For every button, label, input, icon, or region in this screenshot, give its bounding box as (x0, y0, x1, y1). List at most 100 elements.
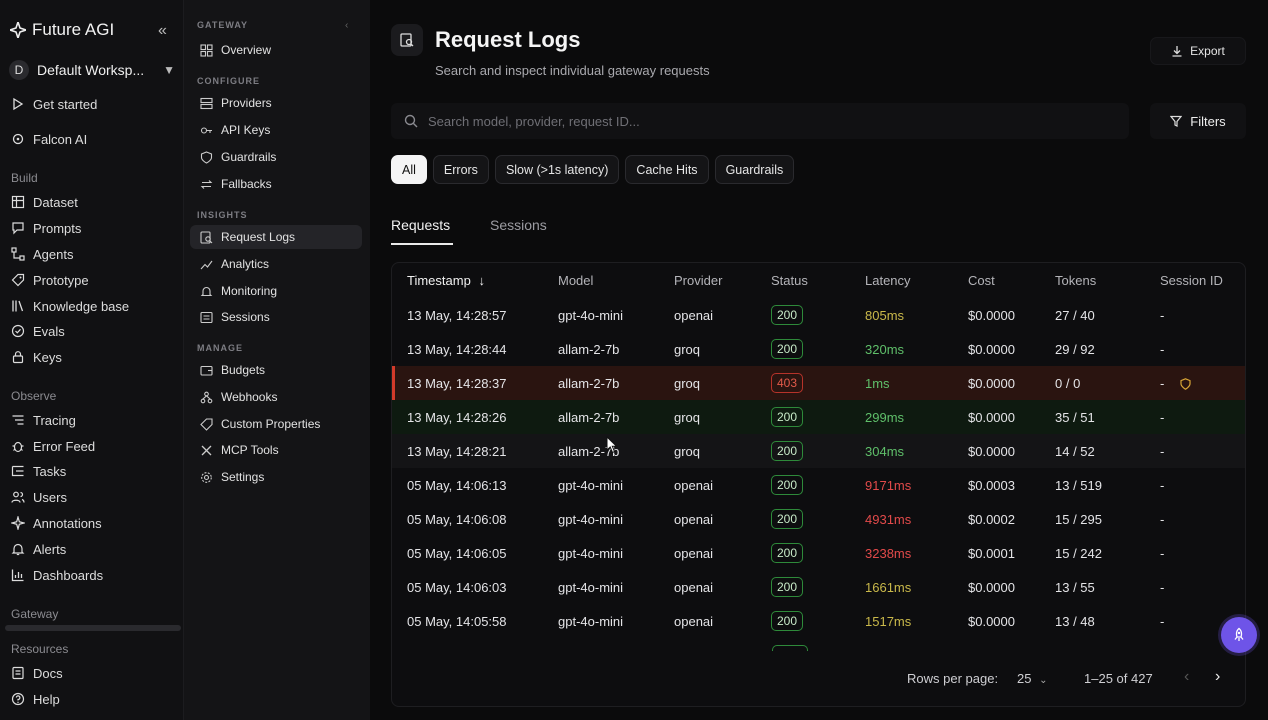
next-page-button[interactable]: › (1215, 668, 1221, 685)
cell-cost: $0.0000 (968, 409, 1015, 425)
assistant-fab[interactable] (1221, 617, 1257, 653)
sidebar-item-knowledge-base[interactable]: Knowledge base (11, 297, 129, 315)
cell-provider: openai (674, 579, 714, 595)
subnav-item-settings[interactable]: Settings (190, 465, 362, 489)
sidebar-item-prototype[interactable]: Prototype (11, 271, 89, 289)
search-input[interactable] (428, 113, 1108, 129)
status-badge: 200 (771, 509, 804, 529)
subnav-item-providers[interactable]: Providers (190, 91, 362, 115)
subnav-item-guardrails[interactable]: Guardrails (190, 145, 362, 169)
subnav-item-monitoring[interactable]: Monitoring (190, 279, 362, 303)
cell-tokens: 0 / 0 (1055, 375, 1081, 391)
cell-latency: 3238ms (865, 545, 912, 561)
table-row[interactable]: 13 May, 14:28:37 allam-2-7b groq 403 1ms $0.0… (392, 366, 1245, 400)
chip-all[interactable]: All (391, 155, 427, 184)
sidebar-item-dashboards[interactable]: Dashboards (11, 566, 103, 584)
brand-logo[interactable]: Future AGI (10, 20, 114, 40)
sidebar-item-falcon-ai[interactable]: Falcon AI (11, 130, 87, 148)
cell-session-id: - (1160, 545, 1165, 561)
table-row[interactable]: 05 May, 14:06:03 gpt-4o-mini openai 200 1661… (392, 570, 1245, 604)
chip-slow[interactable]: Slow (>1s latency) (494, 155, 620, 184)
cell-model: allam-2-7b (558, 341, 620, 357)
sidebar-item-label: Tasks (33, 463, 67, 479)
sidebar-item-get-started[interactable]: Get started (11, 95, 97, 113)
trend-icon (200, 258, 213, 271)
subnav-item-mcp-tools[interactable]: MCP Tools (190, 438, 362, 462)
subnav-item-overview[interactable]: Overview (190, 38, 362, 62)
sidebar-item-keys[interactable]: Keys (11, 348, 62, 366)
collapse-sidebar-icon[interactable]: « (158, 22, 167, 39)
sidebar-item-users[interactable]: Users (11, 488, 67, 506)
chevron-down-icon: ⌄ (1039, 675, 1048, 686)
workspace-selector[interactable]: D Default Worksp... ▼ (9, 59, 175, 81)
subnav-item-fallbacks[interactable]: Fallbacks (190, 172, 362, 196)
sidebar-item-help[interactable]: Help (11, 690, 60, 708)
table-row[interactable]: 05 May, 14:05:58 gpt-4o-mini openai 200 1517… (392, 604, 1245, 638)
cell-timestamp: 13 May, 14:28:21 (407, 443, 507, 459)
status-badge: 200 (771, 577, 804, 597)
chip-cache-hits[interactable]: Cache Hits (625, 155, 709, 184)
cell-session-id: - (1160, 613, 1165, 629)
cell-model: gpt-4o-mini (558, 613, 624, 629)
cell-provider: openai (674, 477, 714, 493)
subnav-item-budgets[interactable]: Budgets (190, 358, 362, 382)
page-subtitle: Search and inspect individual gateway re… (435, 63, 710, 78)
cell-model: gpt-4o-mini (558, 511, 624, 527)
tools-icon (200, 444, 213, 457)
cell-status: 200 (771, 509, 804, 529)
chevron-left-icon[interactable]: ‹ (345, 20, 349, 31)
cell-provider: openai (674, 613, 714, 629)
table-row[interactable]: 05 May, 14:06:13 gpt-4o-mini openai 200 9171… (392, 468, 1245, 502)
subnav-item-analytics[interactable]: Analytics (190, 252, 362, 276)
table-row[interactable]: 05 May, 14:06:08 gpt-4o-mini openai 200 4931… (392, 502, 1245, 536)
gateway-subnav (184, 0, 370, 720)
cell-status: 200 (771, 577, 804, 597)
sidebar-item-annotations[interactable]: Annotations (11, 514, 102, 532)
cell-session-id: - (1160, 579, 1165, 595)
table-row[interactable]: 13 May, 14:28:26 allam-2-7b groq 200 299ms $0… (392, 400, 1245, 434)
filters-button[interactable]: Filters (1150, 103, 1246, 139)
sidebar-item-alerts[interactable]: Alerts (11, 540, 66, 558)
subnav-item-label: API Keys (221, 123, 271, 137)
table-row[interactable]: 05 May, 14:06:05 gpt-4o-mini openai 200 3238… (392, 536, 1245, 570)
cell-latency: 304ms (865, 443, 905, 459)
cell-latency: 1517ms (865, 613, 912, 629)
cell-timestamp: 13 May, 14:28:57 (407, 307, 507, 323)
sidebar-item-tracing[interactable]: Tracing (11, 411, 76, 429)
tab-requests[interactable]: Requests (391, 217, 451, 233)
chip-guardrails[interactable]: Guardrails (714, 155, 795, 184)
log-search-icon (200, 230, 213, 244)
cell-status: 200 (771, 475, 804, 495)
subnav-item-request-logs[interactable]: Request Logs (190, 225, 362, 249)
table-row[interactable]: 13 May, 14:28:57 gpt-4o-mini openai 200 805m… (392, 298, 1245, 332)
subnav-item-webhooks[interactable]: Webhooks (190, 385, 362, 409)
sidebar-item-label: Dashboards (33, 567, 104, 583)
sidebar-item-prompts[interactable]: Prompts (11, 219, 81, 237)
chip-errors[interactable]: Errors (432, 155, 489, 184)
sidebar-item-gateway-active[interactable] (5, 625, 181, 631)
subnav-item-sessions[interactable]: Sessions (190, 305, 362, 329)
cell-cost: $0.0000 (968, 307, 1015, 323)
subnav-item-api-keys[interactable]: API Keys (190, 118, 362, 142)
sidebar-item-dataset[interactable]: Dataset (11, 193, 78, 211)
rows-per-page-select[interactable]: 25 ⌄ (1017, 671, 1047, 686)
table-row[interactable]: 13 May, 14:28:21 allam-2-7b groq 200 304ms $0… (392, 434, 1245, 468)
sidebar-item-error-feed[interactable]: Error Feed (11, 437, 95, 455)
column-header-timestamp[interactable]: Timestamp ↓ (407, 273, 485, 288)
table-row[interactable]: 13 May, 14:28:44 allam-2-7b groq 200 320ms $0… (392, 332, 1245, 366)
wallet-icon (200, 364, 213, 377)
export-button[interactable]: Export (1150, 37, 1246, 65)
workspace-name: Default Worksp... (37, 62, 145, 78)
prev-page-button[interactable]: ‹ (1184, 668, 1190, 685)
webhook-icon (200, 391, 213, 404)
tab-sessions[interactable]: Sessions (490, 217, 547, 233)
status-badge: 200 (771, 441, 804, 461)
cell-timestamp: 13 May, 14:28:44 (407, 341, 507, 357)
cell-timestamp: 13 May, 14:28:26 (407, 409, 507, 425)
server-icon (200, 97, 213, 110)
sidebar-item-evals[interactable]: Evals (11, 322, 65, 340)
sidebar-item-docs[interactable]: Docs (11, 664, 63, 682)
subnav-item-custom-properties[interactable]: Custom Properties (190, 412, 362, 436)
sidebar-item-agents[interactable]: Agents (11, 245, 73, 263)
sidebar-item-tasks[interactable]: Tasks (11, 462, 66, 480)
